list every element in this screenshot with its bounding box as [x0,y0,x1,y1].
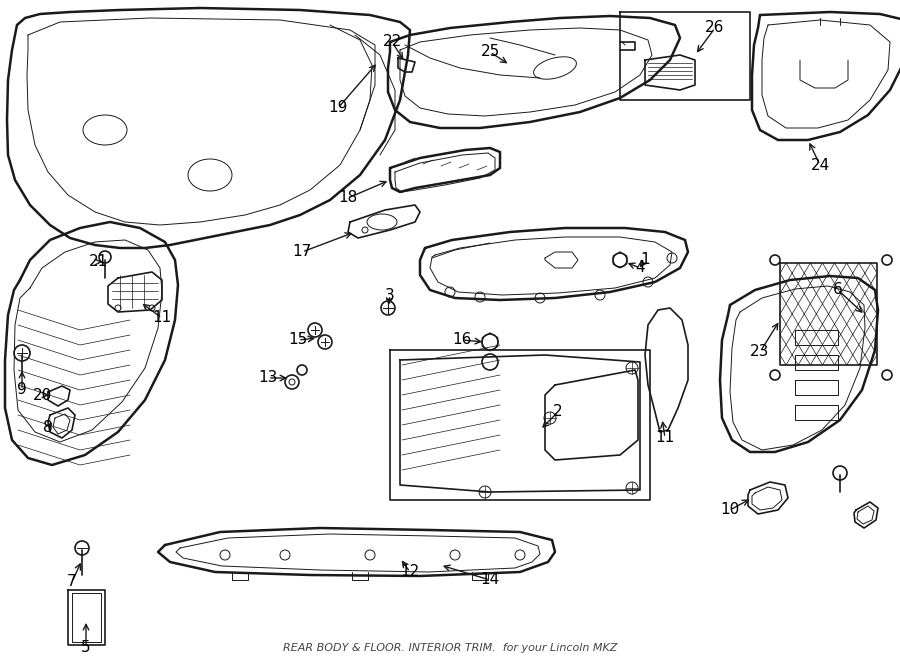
Text: 26: 26 [706,20,724,36]
Text: 7: 7 [68,574,76,590]
Text: 2: 2 [554,405,562,420]
Text: 11: 11 [655,430,675,446]
Text: 13: 13 [258,371,278,385]
Text: 15: 15 [288,332,308,348]
Text: 6: 6 [833,282,843,297]
Text: 8: 8 [43,420,53,436]
Text: 19: 19 [328,100,347,116]
Text: 22: 22 [382,34,401,50]
Text: 24: 24 [810,157,830,173]
Text: 16: 16 [453,332,472,348]
Text: 9: 9 [17,383,27,397]
Text: 17: 17 [292,245,311,260]
Text: 18: 18 [338,190,357,206]
Text: 23: 23 [751,344,770,360]
Text: 11: 11 [152,311,172,325]
Text: 21: 21 [88,254,108,270]
Text: 12: 12 [400,564,419,580]
Text: 1: 1 [640,253,650,268]
Text: 25: 25 [481,44,500,59]
Text: 3: 3 [385,288,395,303]
Text: 4: 4 [635,260,644,276]
Text: 14: 14 [481,572,500,588]
Text: 5: 5 [81,641,91,656]
Text: 20: 20 [32,387,51,403]
Text: 10: 10 [720,502,740,518]
Text: REAR BODY & FLOOR. INTERIOR TRIM.  for your Lincoln MKZ: REAR BODY & FLOOR. INTERIOR TRIM. for yo… [283,643,617,653]
